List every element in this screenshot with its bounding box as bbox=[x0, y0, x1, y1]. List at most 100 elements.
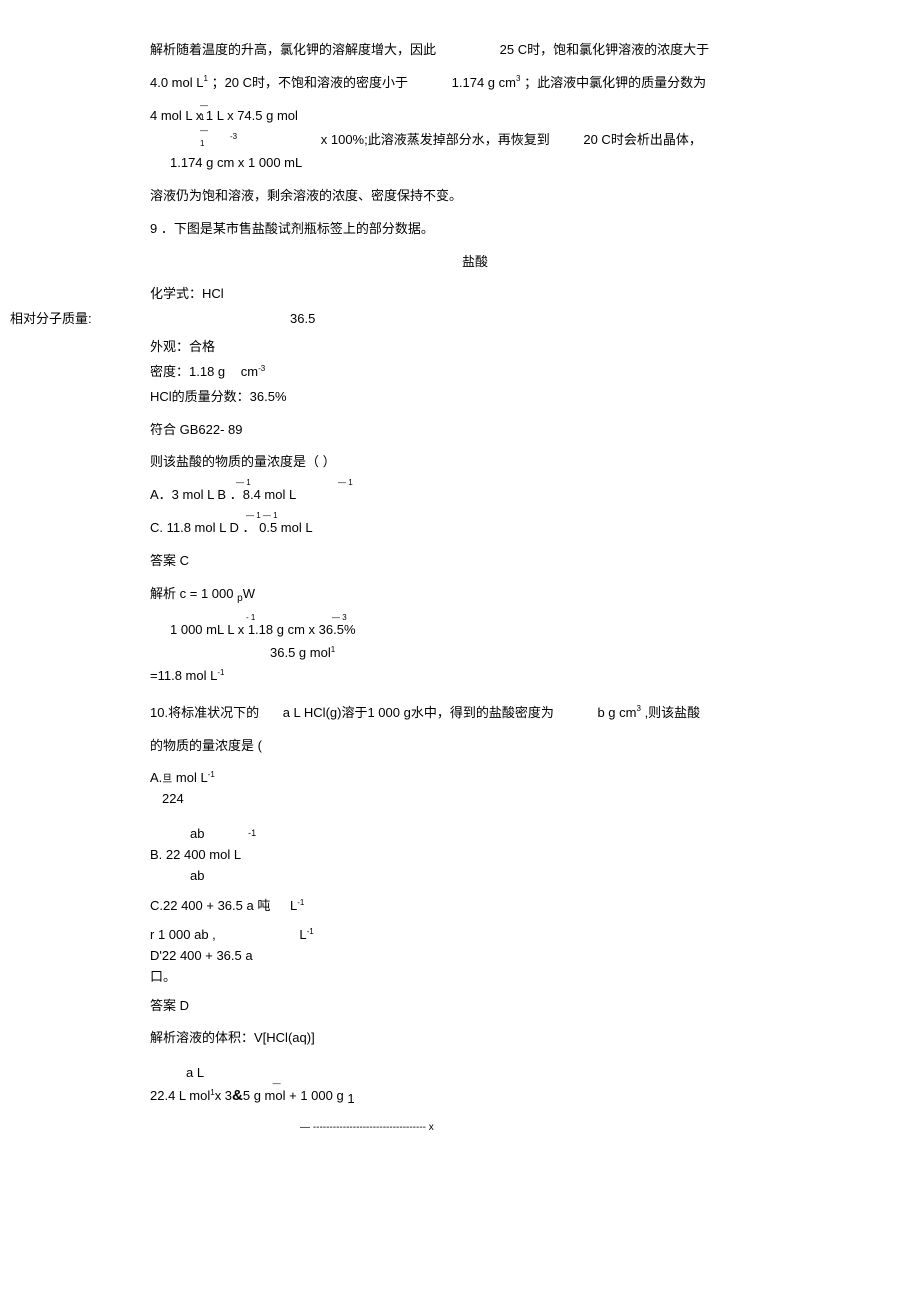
text: W bbox=[243, 586, 255, 601]
text: mol L bbox=[209, 847, 241, 862]
sup: -1 bbox=[208, 770, 215, 779]
sup: 1 bbox=[210, 1088, 214, 1097]
text: 口。 bbox=[150, 969, 176, 984]
question-10-cont: 的物质的量浓度是 ( bbox=[150, 736, 800, 757]
text: & bbox=[232, 1087, 243, 1104]
question-9-title: 9 ．下图是某市售盐酸试剂瓶标签上的部分数据。 bbox=[150, 219, 800, 240]
fraction-line-1: — 1 — 1 4 mol L x 1 L x 74.5 g mol bbox=[150, 106, 800, 127]
analysis-conclusion: 溶液仍为饱和溶液，剩余溶液的浓度、密度保持不变。 bbox=[150, 186, 800, 207]
text: — ---------------------------------- x bbox=[300, 1122, 434, 1133]
text: =11.8 mol L bbox=[150, 668, 217, 683]
text: L bbox=[299, 927, 306, 942]
text: 1 000 bbox=[201, 586, 234, 601]
question-9: 则该盐酸的物质的量浓度是（ ） bbox=[150, 452, 800, 473]
text: 符合 GB622- 89 bbox=[150, 422, 243, 437]
question-10: 10.将标准状况下的 a L HCl(g)溶于1 000 g水中，得到的盐酸密度… bbox=[150, 703, 800, 724]
explain-10-last: — ---------------------------------- x bbox=[300, 1120, 800, 1136]
text: mol L bbox=[176, 770, 208, 785]
text: 1 bbox=[347, 1091, 354, 1106]
label-appearance: 外观：合格 bbox=[150, 337, 800, 358]
explain-10-calc: a L 22.4 L mol1x 3&5 g mol + 1 000 g 1 — bbox=[150, 1063, 800, 1108]
text: 解析随着温度的升高，氯化钾的溶解度增大，因此 bbox=[150, 42, 436, 57]
text: 密度：1.18 g bbox=[150, 364, 225, 379]
text: 22 400 + 36.5 a 吨 bbox=[163, 898, 270, 913]
analysis-para-1: 解析随着温度的升高，氯化钾的溶解度增大，因此 25 C时，饱和氯化钾溶液的浓度大… bbox=[150, 40, 800, 61]
text: 答案 D bbox=[150, 998, 189, 1013]
text: 1 000 mL L bbox=[170, 622, 234, 637]
sup: -1 bbox=[297, 898, 304, 907]
text: 25 C时，饱和氯化钾溶液的浓度大于 bbox=[500, 42, 709, 57]
label-density: 密度：1.18 g cm-3 bbox=[150, 362, 800, 383]
analysis-para-2: 4.0 mol L1 ；20 C时，不饱和溶液的密度小于 1.174 g cm3… bbox=[150, 73, 800, 94]
text: cm bbox=[241, 364, 258, 379]
explain-9b: - 1 — 3 1 000 mL L x 1.18 g cm x 36.5% bbox=[170, 620, 800, 641]
sup: 3 bbox=[516, 74, 520, 83]
text: x 100%;此溶液蒸发掉部分水，再恢复到 bbox=[321, 132, 550, 147]
option-ab: — 1 — 1 A．3 mol L B ．8.4 mol L bbox=[150, 485, 800, 506]
sup: -3 bbox=[230, 132, 237, 141]
answer-10: 答案 D bbox=[150, 996, 800, 1017]
text: 1 L x 74.5 g mol bbox=[206, 108, 298, 123]
option-d: r 1 000 ab , L-1 D'22 400 + 36.5 a 口。 bbox=[150, 925, 800, 987]
text: 20 C时会析出晶体， bbox=[583, 132, 701, 147]
text: A. bbox=[150, 770, 162, 785]
label-title: 盐酸 bbox=[150, 252, 800, 273]
option-c: C.22 400 + 36.5 a 吨 L-1 bbox=[150, 896, 800, 917]
sup: -1 bbox=[307, 927, 314, 936]
text: 1.174 g cm x 1 000 mL bbox=[170, 155, 302, 170]
answer-9: 答案 C bbox=[150, 551, 800, 572]
text: 外观：合格 bbox=[150, 339, 215, 354]
text: a L bbox=[186, 1065, 204, 1080]
text: + 1 000 g bbox=[289, 1088, 344, 1103]
explain-10: 解析溶液的体积：V[HCl(aq)] bbox=[150, 1028, 800, 1049]
text: 4 mol L x bbox=[150, 108, 202, 123]
text: a L HCl(g)溶于1 000 g水中，得到的盐酸密度为 bbox=[283, 705, 554, 720]
text: 溶液仍为饱和溶液，剩余溶液的浓度、密度保持不变。 bbox=[150, 188, 462, 203]
text: B. 22 400 bbox=[150, 847, 206, 862]
text: ；此溶液中氯化钾的质量分数为 bbox=[524, 75, 706, 90]
sup: -3 bbox=[258, 364, 265, 373]
text: 答案 C bbox=[150, 553, 189, 568]
text: x 3 bbox=[215, 1088, 232, 1103]
text: b g cm bbox=[597, 705, 636, 720]
text: 9 ．下图是某市售盐酸试剂瓶标签上的部分数据。 bbox=[150, 221, 434, 236]
text: 解析 c = bbox=[150, 586, 197, 601]
text: C. 11.8 mol L D ． bbox=[150, 520, 255, 535]
text: 36.5 g mol bbox=[270, 645, 331, 660]
sup: -1 bbox=[217, 668, 224, 677]
text: 36.5 bbox=[290, 311, 315, 326]
text: A．3 mol L B bbox=[150, 487, 226, 502]
fraction-mid: -3 x 100%;此溶液蒸发掉部分水，再恢复到 20 C时会析出晶体， bbox=[150, 130, 800, 151]
side-label: 相对分子质量: bbox=[10, 309, 92, 330]
option-b: ab -1 B. 22 400 mol L ab bbox=[150, 824, 800, 886]
text: ,则该盐酸 bbox=[645, 705, 701, 720]
sup: 3 bbox=[636, 704, 640, 713]
text: 22.4 L mol bbox=[150, 1088, 210, 1103]
text: ab bbox=[190, 826, 204, 841]
explain-9c: 36.5 g mol1 bbox=[270, 643, 800, 664]
text: 4.0 mol L bbox=[150, 75, 203, 90]
label-mass-fraction: HCl的质量分数：36.5% bbox=[150, 387, 800, 408]
text: 盐酸 bbox=[462, 254, 488, 269]
sup: 1 bbox=[331, 645, 335, 654]
text: C. bbox=[150, 898, 163, 913]
text: D'22 400 + 36.5 a bbox=[150, 948, 253, 963]
sup: 1 bbox=[203, 74, 207, 83]
label-molar-mass: 相对分子质量: 36.5 bbox=[150, 309, 800, 333]
text: 1.174 g cm bbox=[452, 75, 516, 90]
explain-9d: =11.8 mol L-1 bbox=[150, 666, 800, 687]
text: HCl的质量分数：36.5% bbox=[150, 389, 287, 404]
fraction-bot: 1.174 g cm x 1 000 mL bbox=[170, 153, 800, 174]
text: 解析溶液的体积：V[HCl(aq)] bbox=[150, 1030, 315, 1045]
text: 的物质的量浓度是 ( bbox=[150, 738, 262, 753]
text: 10.将标准状况下的 bbox=[150, 705, 259, 720]
text: 224 bbox=[162, 791, 184, 806]
text: r 1 000 ab , bbox=[150, 927, 216, 942]
option-cd: — 1 — 1 C. 11.8 mol L D ． 0.5 mol L bbox=[150, 518, 800, 539]
text: 则该盐酸的物质的量浓度是（ ） bbox=[150, 454, 336, 469]
text: ；20 C时，不饱和溶液的密度小于 bbox=[212, 75, 408, 90]
option-a: A.旦 mol L-1 224 bbox=[150, 768, 800, 810]
label-standard: 符合 GB622- 89 bbox=[150, 420, 800, 441]
text: 化学式：HCl bbox=[150, 286, 224, 301]
text: ab bbox=[190, 868, 204, 883]
